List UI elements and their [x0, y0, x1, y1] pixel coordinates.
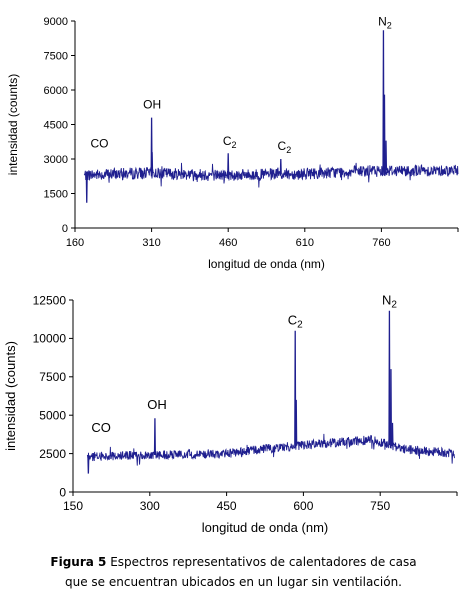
y-axis-label: intensidad (counts) — [3, 341, 18, 451]
caption-label: Figura 5 — [50, 555, 107, 569]
y-tick-label: 0 — [62, 223, 68, 235]
x-tick-label: 610 — [296, 237, 314, 249]
y-axis-label: intensidad (counts) — [6, 74, 20, 175]
peak-line — [388, 310, 391, 445]
chart-bottom: 0 2500 5000 7500 10000 12500 150 300 450 600 750 lo… — [3, 293, 458, 535]
annotation-label: N2 — [378, 15, 392, 31]
x-axis-label: longitud de onda (nm) — [202, 520, 328, 535]
spectrum-line — [83, 158, 459, 188]
figure-caption: Figura 5 Espectros representativos de ca… — [0, 552, 467, 592]
annotation-label: OH — [147, 397, 167, 412]
x-tick-label: 450 — [217, 499, 237, 513]
annotation-label: CO — [91, 420, 111, 435]
spectrum-line — [86, 433, 455, 466]
y-tick-label: 7500 — [44, 50, 68, 62]
peak-line — [85, 174, 88, 203]
x-tick-label: 760 — [372, 237, 390, 249]
peak-line — [384, 140, 388, 171]
caption-line-2: que se encuentran ubicados en un lugar s… — [65, 575, 402, 589]
y-tick-label: 12500 — [33, 293, 67, 307]
peak-line — [227, 153, 230, 176]
x-axis-label: longitud de onda (nm) — [208, 257, 325, 271]
annotation-label: C2 — [288, 313, 303, 331]
y-tick-label: 9000 — [44, 16, 68, 28]
y-tick-label: 4500 — [44, 119, 68, 131]
y-tick-label: 7500 — [39, 370, 66, 384]
peak-line — [295, 399, 298, 446]
peak-line — [391, 422, 394, 447]
peak-line — [151, 152, 154, 173]
y-tick-label: 6000 — [44, 85, 68, 97]
peak-line — [389, 369, 393, 446]
chart-top: 0 1500 3000 4500 6000 7500 9000 160 310 460 610 760… — [6, 15, 459, 271]
x-tick-label: 750 — [370, 499, 390, 513]
y-tick-label: 1500 — [44, 188, 68, 200]
x-tick-label: 160 — [66, 237, 84, 249]
peak-line — [153, 418, 156, 456]
y-tick-label: 3000 — [44, 154, 68, 166]
annotation-label: OH — [143, 97, 161, 111]
peak-line — [87, 456, 90, 474]
x-tick-label: 600 — [293, 499, 313, 513]
x-tick-label: 310 — [142, 237, 160, 249]
y-tick-label: 2500 — [39, 447, 66, 461]
peak-line — [383, 94, 386, 171]
x-tick-label: 150 — [63, 499, 83, 513]
peak-line — [279, 158, 282, 175]
x-tick-label: 300 — [140, 499, 160, 513]
caption-line-1: Espectros representativos de calentadore… — [110, 555, 417, 569]
x-tick-label: 460 — [219, 237, 237, 249]
y-tick-label: 5000 — [39, 409, 66, 423]
annotation-label: N2 — [382, 293, 397, 311]
annotation-label: C2 — [278, 139, 292, 155]
y-tick-label: 0 — [59, 485, 66, 499]
annotation-label: CO — [91, 137, 109, 151]
y-tick-label: 10000 — [33, 332, 67, 346]
annotation-label: C2 — [223, 134, 237, 150]
peak-line — [294, 330, 297, 446]
